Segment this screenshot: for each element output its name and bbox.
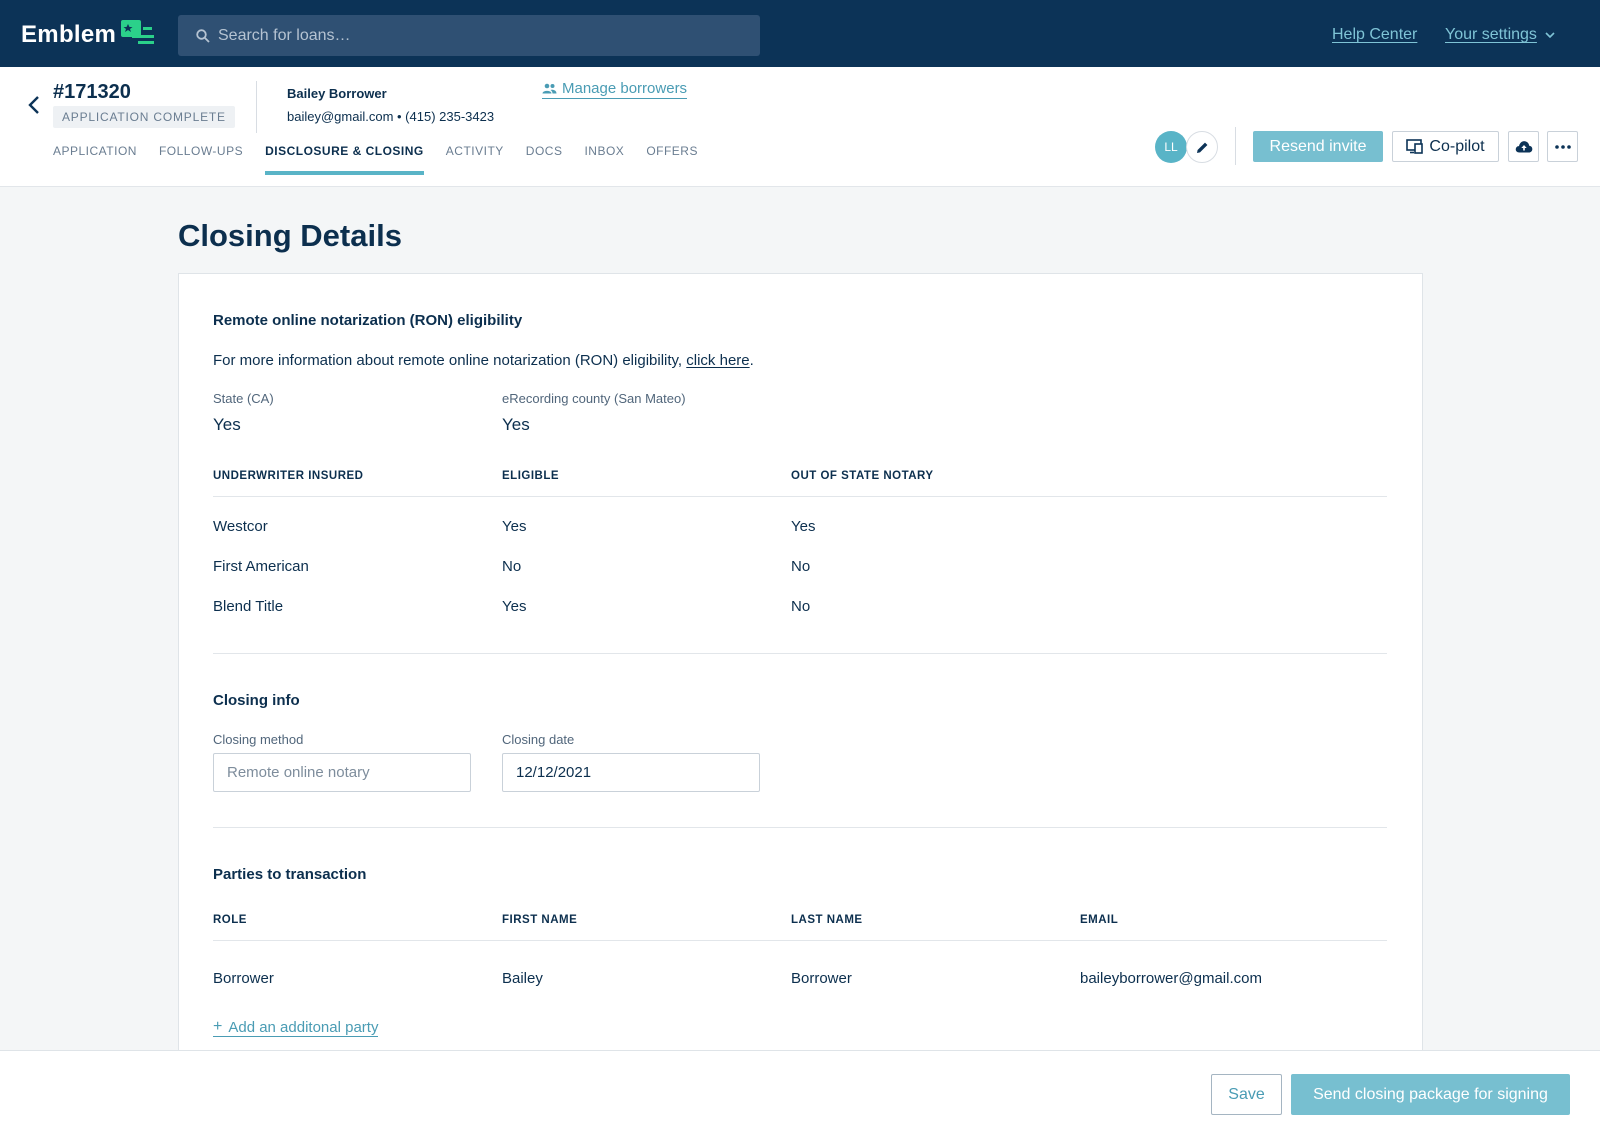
borrower-contact: bailey@gmail.com • (415) 235-3423 bbox=[287, 109, 495, 124]
table-row-underwriter: First American bbox=[213, 558, 309, 575]
borrower-name: Bailey Borrower bbox=[287, 86, 387, 101]
logo-mark-icon bbox=[121, 20, 155, 44]
back-arrow-icon[interactable] bbox=[24, 93, 44, 117]
tab-inbox[interactable]: INBOX bbox=[584, 144, 625, 158]
tab-offers[interactable]: OFFERS bbox=[646, 144, 698, 158]
col-role: ROLE bbox=[213, 914, 247, 926]
add-party-link[interactable]: + Add an additonal party bbox=[213, 1018, 379, 1037]
header-divider bbox=[256, 81, 257, 133]
add-party-label: Add an additonal party bbox=[228, 1018, 379, 1036]
send-closing-package-button[interactable]: Send closing package for signing bbox=[1291, 1074, 1570, 1115]
party-role: Borrower bbox=[213, 970, 274, 987]
loan-header: #171320 APPLICATION COMPLETE Bailey Borr… bbox=[0, 67, 1600, 187]
upload-button[interactable] bbox=[1508, 131, 1539, 162]
closing-info-heading: Closing info bbox=[213, 692, 300, 709]
col-last-name: LAST NAME bbox=[791, 914, 863, 926]
chevron-down-icon bbox=[1545, 32, 1555, 38]
cloud-upload-icon bbox=[1515, 141, 1532, 153]
loan-search-input[interactable] bbox=[218, 26, 738, 45]
more-options-button[interactable] bbox=[1547, 131, 1578, 162]
ron-info-text: For more information about remote online… bbox=[213, 352, 754, 369]
page-title: Closing Details bbox=[178, 218, 402, 253]
table-row-eligible: Yes bbox=[502, 518, 527, 535]
state-label: State (CA) bbox=[213, 391, 274, 406]
closing-method-label: Closing method bbox=[213, 732, 304, 747]
closing-date-field[interactable] bbox=[502, 753, 760, 792]
county-label: eRecording county (San Mateo) bbox=[502, 391, 686, 406]
ron-info-link[interactable]: click here bbox=[686, 352, 750, 369]
col-eligible: ELIGIBLE bbox=[502, 470, 560, 482]
manage-borrowers-link[interactable]: Manage borrowers bbox=[542, 80, 688, 99]
ron-table-header-divider bbox=[213, 496, 1387, 497]
search-icon bbox=[196, 28, 210, 43]
party-email: baileyborrower@gmail.com bbox=[1080, 970, 1262, 987]
party-last-name: Borrower bbox=[791, 970, 852, 987]
loan-number: #171320 bbox=[53, 81, 131, 103]
closing-date-label: Closing date bbox=[502, 732, 575, 747]
section-divider bbox=[213, 827, 1387, 828]
loan-search-bar[interactable] bbox=[178, 15, 760, 56]
avatar[interactable]: LL bbox=[1155, 131, 1187, 163]
col-out-of-state-notary: OUT OF STATE NOTARY bbox=[791, 470, 934, 482]
resend-invite-button[interactable]: Resend invite bbox=[1253, 131, 1383, 162]
table-row-underwriter: Westcor bbox=[213, 518, 268, 535]
party-first-name: Bailey bbox=[502, 970, 543, 987]
your-settings-label: Your settings bbox=[1445, 26, 1537, 43]
screen-share-icon bbox=[1406, 139, 1424, 154]
table-row-out-of-state: Yes bbox=[791, 518, 816, 535]
parties-heading: Parties to transaction bbox=[213, 866, 367, 883]
actions-divider bbox=[1235, 127, 1236, 165]
tab-activity[interactable]: ACTIVITY bbox=[445, 144, 504, 158]
your-settings-menu[interactable]: Your settings bbox=[1445, 26, 1555, 44]
closing-method-field[interactable] bbox=[213, 753, 471, 792]
tab-follow-ups[interactable]: FOLLOW-UPS bbox=[158, 144, 244, 158]
loan-tabs: APPLICATION FOLLOW-UPS DISCLOSURE & CLOS… bbox=[53, 144, 720, 175]
section-divider bbox=[213, 653, 1387, 654]
ron-info-suffix: . bbox=[749, 352, 754, 369]
table-row-eligible: Yes bbox=[502, 598, 527, 615]
county-value: Yes bbox=[502, 415, 530, 434]
plus-icon: + bbox=[213, 1018, 223, 1035]
pencil-icon bbox=[1196, 142, 1207, 153]
application-status-badge: APPLICATION COMPLETE bbox=[53, 106, 235, 128]
table-row-out-of-state: No bbox=[791, 558, 811, 575]
col-underwriter-insured: UNDERWRITER INSURED bbox=[213, 470, 364, 482]
ron-eligibility-heading: Remote online notarization (RON) eligibi… bbox=[213, 312, 523, 329]
copilot-label: Co-pilot bbox=[1429, 137, 1485, 155]
parties-table-header-divider bbox=[213, 940, 1387, 941]
col-email: EMAIL bbox=[1080, 914, 1119, 926]
tab-disclosure-closing[interactable]: DISCLOSURE & CLOSING bbox=[265, 144, 424, 175]
save-button[interactable]: Save bbox=[1211, 1074, 1282, 1115]
table-row-eligible: No bbox=[502, 558, 522, 575]
tab-docs[interactable]: DOCS bbox=[525, 144, 563, 158]
table-row-underwriter: Blend Title bbox=[213, 598, 284, 615]
closing-details-card: Remote online notarization (RON) eligibi… bbox=[178, 273, 1423, 1073]
manage-borrowers-label: Manage borrowers bbox=[562, 80, 688, 97]
table-row-out-of-state: No bbox=[791, 598, 811, 615]
state-value: Yes bbox=[213, 415, 241, 434]
top-navigation-bar: Emblem Help Center Your settings bbox=[0, 0, 1600, 67]
footer-action-bar: Save Send closing package for signing bbox=[0, 1050, 1600, 1138]
ron-info-prefix: For more information about remote online… bbox=[213, 352, 687, 369]
emblem-logo[interactable]: Emblem bbox=[21, 20, 156, 50]
edit-assignee-button[interactable] bbox=[1186, 131, 1218, 163]
people-icon bbox=[542, 83, 557, 94]
copilot-button[interactable]: Co-pilot bbox=[1392, 131, 1499, 162]
tab-application[interactable]: APPLICATION bbox=[53, 144, 137, 158]
logo-wordmark: Emblem bbox=[21, 21, 117, 48]
col-first-name: FIRST NAME bbox=[502, 914, 578, 926]
more-horizontal-icon bbox=[1554, 144, 1571, 149]
help-center-link[interactable]: Help Center bbox=[1332, 26, 1418, 43]
